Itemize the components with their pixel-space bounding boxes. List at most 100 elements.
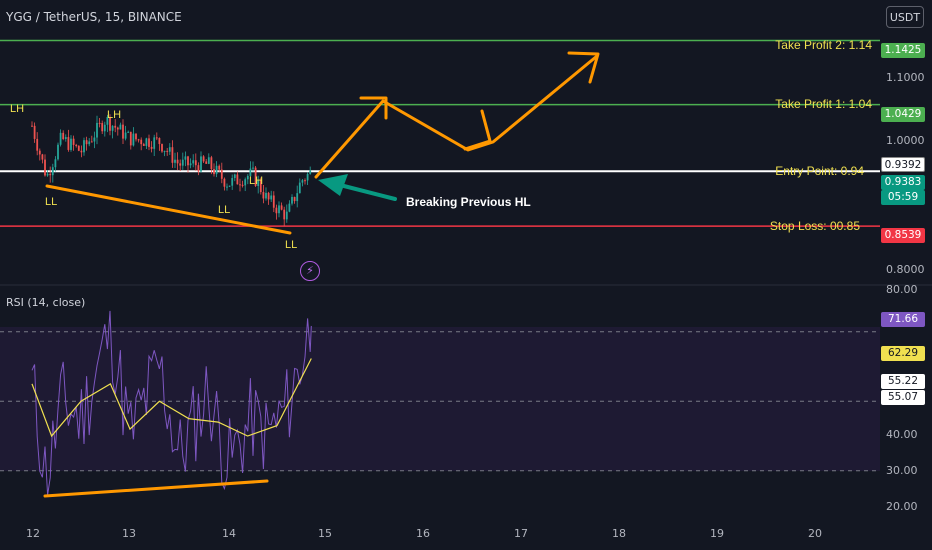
candle-body [241,184,244,186]
countdown-tag: 05:59 [881,190,925,205]
candle-body [233,174,236,179]
candle-body [236,174,239,185]
breaking-arrow-shaft [338,183,397,201]
tp1-price-tag: 1.0429 [881,107,925,122]
candle-body [64,137,67,139]
candle-body [98,122,101,124]
candle-body [304,180,306,182]
candle-body [116,127,119,130]
candle-body [148,138,150,147]
x-tick: 16 [416,527,430,540]
candle-body [80,150,83,153]
candle-body [202,156,205,162]
marker-ll-1: LL [45,196,58,208]
candle-body [207,157,210,164]
candle-body [106,116,109,125]
candle-body [228,185,231,187]
entry-point-label: Entry Point: 0.94 [775,164,864,178]
arrowhead-3 [567,51,600,84]
stop-price-tag: 0.8539 [881,228,925,243]
candle-body [54,159,57,168]
rsi-ma-tag: 62.29 [881,346,925,361]
take-profit-2-label: Take Profit 2: 1.14 [775,38,872,52]
last-price-tag: 0.9383 [881,175,925,190]
candle-body [272,195,275,208]
candle-body [200,156,202,172]
candle-body [109,116,111,131]
candle-body [270,195,273,200]
candle-body [153,137,156,149]
candle-body [194,160,197,166]
candle-body [111,125,114,131]
lightning-icon[interactable]: ⚡ [300,261,320,281]
candle-body [285,211,288,220]
candle-body [280,205,283,210]
candle-body [181,159,184,166]
candle-body [293,196,296,202]
rsi-tick: 80.00 [886,283,918,296]
price-tick: 1.1000 [886,71,925,84]
candle-body [75,144,78,146]
rsi-tag-b: 55.07 [881,390,925,405]
x-tick: 20 [808,527,822,540]
candle-body [90,141,93,143]
candle-body [101,123,104,132]
symbol-title: YGG / TetherUS, 15, BINANCE [6,10,182,24]
candle-body [205,161,208,164]
candle-body [46,173,49,176]
candle-body [220,169,223,179]
candle-body [155,137,158,139]
candle-body [223,178,226,187]
candle-body [218,165,221,170]
candle-body [119,124,122,130]
marker-lh-1: LH [10,103,25,115]
candle-body [59,132,62,145]
price-tick: 0.8000 [886,263,925,276]
candle-body [62,132,65,139]
candle-body [96,122,98,138]
candle-body [171,147,174,163]
candle-body [213,169,215,175]
candle-body [249,168,252,176]
candle-body [192,160,195,164]
candle-body [88,141,91,145]
candle-body [278,205,280,214]
candle-body [187,156,189,166]
marker-ll-2: LL [218,204,231,216]
candle-body [210,157,213,170]
candle-body [93,137,96,142]
rsi-band [0,327,880,471]
price-tick: 1.0000 [886,134,925,147]
candle-body [226,186,228,188]
candle-body [129,131,132,146]
take-profit-1-label: Take Profit 1: 1.04 [775,97,872,111]
rsi-title: RSI (14, close) [6,296,86,309]
candle-body [298,182,301,194]
stop-loss-label: Stop Loss: 00.85 [769,219,860,233]
candle-body [197,165,200,172]
candle-body [265,192,267,199]
candle-body [296,193,299,202]
candle-body [301,180,304,183]
candle-body [142,144,145,146]
support-trendline [45,184,292,235]
currency-button[interactable]: USDT [886,6,924,28]
candle-body [114,125,117,128]
rsi-line [31,310,312,496]
alert-price-tag: 0.9392 [881,157,925,172]
rsi-tag-a: 55.22 [881,374,925,389]
candle-body [306,174,309,181]
candle-body [288,203,291,212]
candle-body [257,180,260,187]
candle-body [161,144,163,152]
x-tick: 14 [222,527,236,540]
breaking-arrow-head [318,174,348,196]
candle-body [31,125,33,127]
candle-body [36,138,39,151]
candle-body [41,154,44,160]
rsi-ma-line [31,358,312,438]
marker-ll-3: LL [285,239,298,251]
candle-body [72,138,75,145]
x-tick: 19 [710,527,724,540]
